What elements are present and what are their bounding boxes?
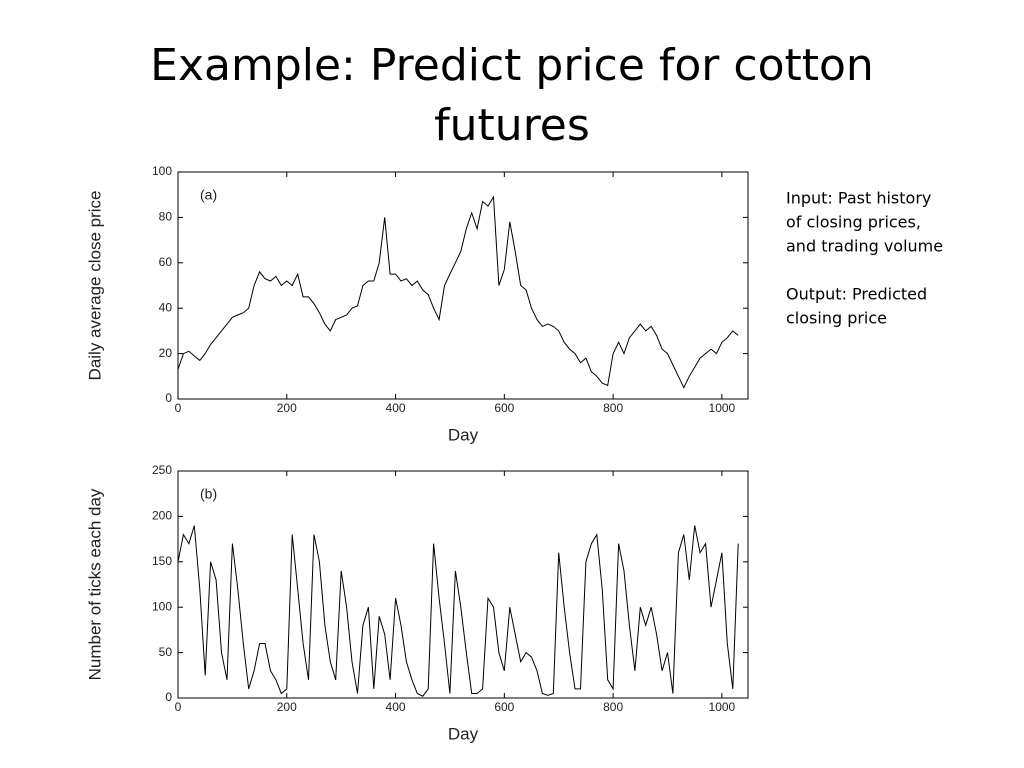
x-tick-label: 1000 <box>709 700 736 714</box>
y-tick-label: 150 <box>152 554 172 568</box>
y-axis-label: Number of ticks each day <box>85 488 104 680</box>
x-tick-label: 1000 <box>709 401 736 415</box>
note: Output: Predicted <box>786 285 927 304</box>
x-axis-label: Day <box>448 425 479 444</box>
y-tick-label: 40 <box>159 300 173 314</box>
y-tick-label: 100 <box>152 164 172 178</box>
plot-frame <box>177 470 749 699</box>
x-axis-label: Day <box>448 724 479 743</box>
x-tick-label: 800 <box>603 700 623 714</box>
y-tick-label: 250 <box>152 463 172 477</box>
y-tick-label: 200 <box>152 509 172 523</box>
y-tick-label: 20 <box>159 346 173 360</box>
x-tick-label: 0 <box>175 700 182 714</box>
slide-title: futures <box>434 100 590 151</box>
note: of closing prices, <box>786 213 921 232</box>
y-tick-label: 80 <box>159 210 173 224</box>
y-tick-label: 50 <box>159 645 173 659</box>
note: and trading volume <box>786 237 943 256</box>
x-tick-label: 400 <box>386 700 406 714</box>
note: Input: Past history <box>786 189 931 208</box>
y-tick-label: 0 <box>165 690 172 704</box>
panel-label: (b) <box>200 486 217 502</box>
x-tick-label: 200 <box>277 401 297 415</box>
series-line <box>177 195 739 389</box>
x-tick-label: 400 <box>386 401 406 415</box>
y-tick-label: 60 <box>159 255 173 269</box>
x-tick-label: 800 <box>603 401 623 415</box>
series-line <box>177 525 739 697</box>
panel-label: (a) <box>200 187 217 203</box>
plot-frame <box>177 171 749 400</box>
x-tick-label: 600 <box>494 401 514 415</box>
x-tick-label: 200 <box>277 700 297 714</box>
y-tick-label: 0 <box>165 391 172 405</box>
slide-title: Example: Predict price for cotton <box>150 40 874 91</box>
note: closing price <box>786 309 887 328</box>
x-tick-label: 0 <box>175 401 182 415</box>
y-tick-label: 100 <box>152 599 172 613</box>
x-tick-label: 600 <box>494 700 514 714</box>
y-axis-label: Daily average close price <box>85 191 104 381</box>
